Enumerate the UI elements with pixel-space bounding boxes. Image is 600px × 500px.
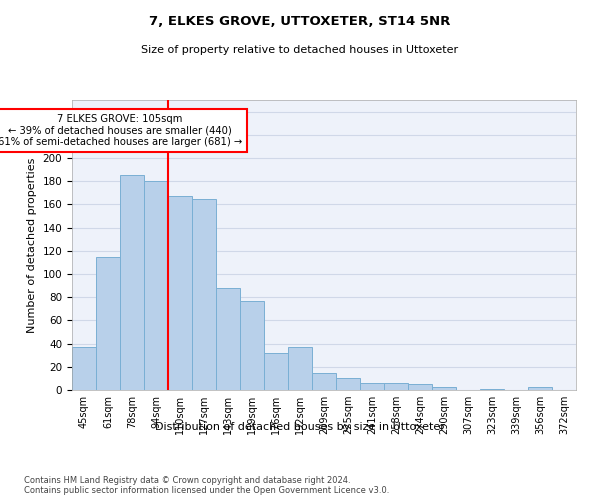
Text: Size of property relative to detached houses in Uttoxeter: Size of property relative to detached ho… [142,45,458,55]
Bar [312,372,336,390]
Bar [480,389,504,390]
Bar [528,386,552,390]
Bar [264,353,288,390]
Bar [96,256,120,390]
Text: 7, ELKES GROVE, UTTOXETER, ST14 5NR: 7, ELKES GROVE, UTTOXETER, ST14 5NR [149,15,451,28]
Bar [72,347,96,390]
Bar [360,383,384,390]
Bar [120,176,144,390]
Bar [216,288,240,390]
Bar [408,384,432,390]
Bar [168,196,192,390]
Text: Distribution of detached houses by size in Uttoxeter: Distribution of detached houses by size … [155,422,445,432]
Bar [240,300,264,390]
Bar [144,181,168,390]
Y-axis label: Number of detached properties: Number of detached properties [27,158,37,332]
Text: 7 ELKES GROVE: 105sqm
← 39% of detached houses are smaller (440)
61% of semi-det: 7 ELKES GROVE: 105sqm ← 39% of detached … [0,114,242,147]
Bar [384,383,408,390]
Bar [288,347,312,390]
Bar [336,378,360,390]
Bar [192,198,216,390]
Bar [432,386,456,390]
Text: Contains HM Land Registry data © Crown copyright and database right 2024.
Contai: Contains HM Land Registry data © Crown c… [24,476,389,495]
